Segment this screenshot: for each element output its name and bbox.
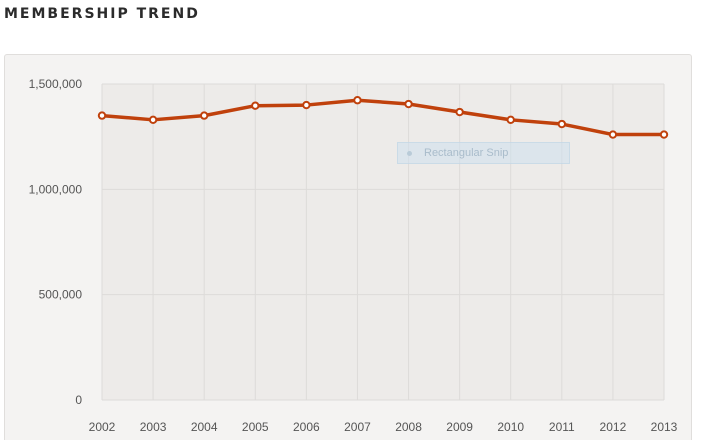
page-title: MEMBERSHIP TREND <box>4 6 200 22</box>
rectangular-snip-overlay[interactable]: Rectangular Snip <box>397 142 570 164</box>
data-point[interactable] <box>404 99 413 109</box>
data-point[interactable] <box>557 119 567 129</box>
x-tick-label: 2004 <box>191 420 218 434</box>
grid-lines <box>101 83 665 401</box>
data-point[interactable] <box>659 130 669 139</box>
y-tick-label: 1,000,000 <box>29 182 83 196</box>
series-line <box>100 98 666 137</box>
series-layer <box>97 96 669 139</box>
data-point[interactable] <box>148 115 158 125</box>
x-tick-label: 2003 <box>140 420 167 434</box>
data-point[interactable] <box>251 101 260 110</box>
x-tick-label: 2013 <box>651 420 678 434</box>
x-tick-label: 2010 <box>497 420 524 434</box>
data-point[interactable] <box>353 96 362 105</box>
x-tick-label: 2005 <box>242 420 269 434</box>
data-point[interactable] <box>97 111 107 120</box>
y-tick-label: 500,000 <box>39 288 83 302</box>
y-tick-label: 1,500,000 <box>29 77 83 91</box>
x-tick-label: 2011 <box>549 420 575 434</box>
data-point[interactable] <box>506 115 515 125</box>
y-axis-ticks: 0 500,000 1,000,000 1,500,000 <box>29 77 83 407</box>
rectangular-snip-label: Rectangular Snip <box>424 147 509 159</box>
data-point[interactable] <box>608 130 618 139</box>
x-tick-label: 2002 <box>89 420 116 434</box>
x-axis-ticks: 2002 2003 2004 2005 2006 2007 2008 2009 2010 2011… <box>89 420 678 434</box>
x-tick-label: 2007 <box>344 420 371 434</box>
y-tick-label: 0 <box>75 393 82 407</box>
data-point[interactable] <box>199 111 209 120</box>
snip-icon <box>407 150 412 156</box>
x-tick-label: 2006 <box>293 420 320 434</box>
x-tick-label: 2012 <box>600 420 627 434</box>
x-tick-label: 2008 <box>395 420 422 434</box>
data-point[interactable] <box>302 100 311 110</box>
plot-area <box>102 84 664 400</box>
x-tick-label: 2009 <box>446 420 473 434</box>
data-point[interactable] <box>455 107 464 117</box>
